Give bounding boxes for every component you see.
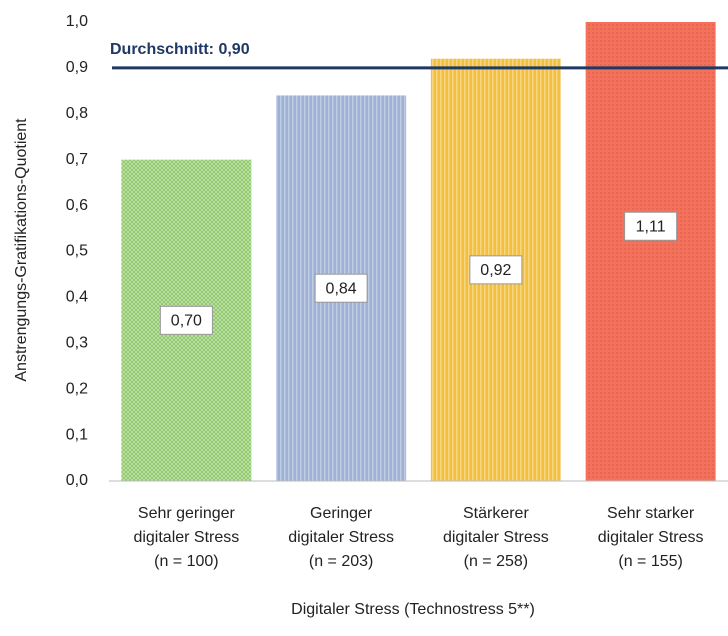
x-tick-label: digitaler Stress xyxy=(288,529,394,546)
x-tick-label: digitaler Stress xyxy=(598,529,704,546)
value-label-box xyxy=(159,305,213,335)
y-tick-label: 0,2 xyxy=(66,380,88,397)
value-label: 0,92 xyxy=(480,262,511,279)
x-tick-label: Sehr starker xyxy=(607,505,695,522)
y-tick-label: 1,0 xyxy=(66,13,88,30)
y-tick-label: 0,0 xyxy=(66,472,88,489)
x-tick-label: Sehr geringer xyxy=(138,505,236,522)
x-tick-label: digitaler Stress xyxy=(443,529,549,546)
y-tick-label: 0,8 xyxy=(66,105,88,122)
y-tick-label: 0,9 xyxy=(66,59,88,76)
y-tick-label: 0,1 xyxy=(66,426,88,443)
value-label: 1,11 xyxy=(636,218,666,235)
x-tick-label: (n = 258) xyxy=(464,553,528,570)
value-label-box xyxy=(624,211,678,241)
y-tick-label: 0,6 xyxy=(66,197,88,214)
value-label: 0,70 xyxy=(171,313,202,330)
y-tick-label: 0,3 xyxy=(66,335,88,352)
value-label-box xyxy=(469,255,523,285)
y-tick-label: 0,4 xyxy=(66,289,88,306)
x-tick-label: digitaler Stress xyxy=(133,529,239,546)
value-label-box xyxy=(314,273,368,303)
x-tick-label: Geringer xyxy=(310,505,373,522)
reference-label: Durchschnitt: 0,90 xyxy=(110,41,250,58)
y-tick-label: 0,5 xyxy=(66,243,88,260)
x-tick-label: (n = 100) xyxy=(154,553,218,570)
x-tick-label: (n = 155) xyxy=(618,553,682,570)
x-axis-label: Digitaler Stress (Technostress 5**) xyxy=(291,601,535,618)
x-tick-label: (n = 203) xyxy=(309,553,373,570)
bar xyxy=(585,22,716,481)
x-tick-label: Stärkerer xyxy=(463,505,529,522)
value-label: 0,84 xyxy=(326,280,357,297)
y-tick-label: 0,7 xyxy=(66,151,88,168)
y-axis-label: Anstrengungs-Gratifikations-Quotient xyxy=(13,118,30,382)
